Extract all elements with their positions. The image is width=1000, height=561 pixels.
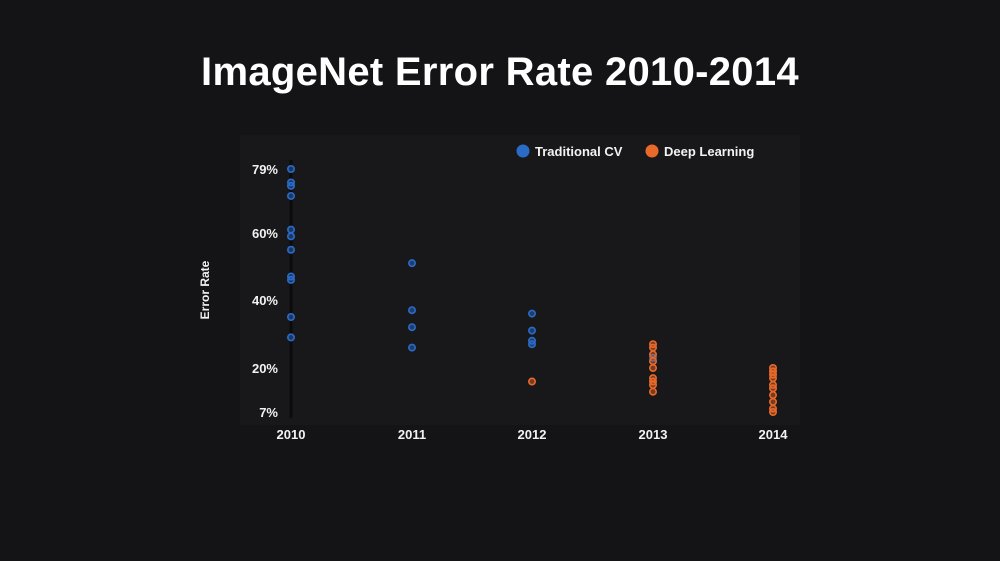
data-point-deep-learning	[768, 374, 777, 383]
data-point-traditional-cv	[527, 340, 536, 349]
data-point-traditional-cv	[286, 333, 295, 342]
legend-label-traditional-cv: Traditional CV	[535, 144, 623, 159]
data-point-deep-learning	[648, 387, 657, 396]
data-point-deep-learning	[648, 357, 657, 366]
y-tick-label: 40%	[252, 293, 278, 308]
data-points	[286, 165, 777, 416]
data-point-traditional-cv	[286, 181, 295, 190]
y-axis-label: Error Rate	[198, 260, 212, 319]
y-tick-label: 20%	[252, 361, 278, 376]
data-point-deep-learning	[768, 391, 777, 400]
data-point-traditional-cv	[286, 312, 295, 321]
data-point-deep-learning	[527, 377, 536, 386]
data-point-deep-learning	[648, 350, 657, 359]
y-axis-ticks: 79% 60% 40% 20% 7%	[252, 162, 278, 420]
data-point-traditional-cv	[286, 245, 295, 254]
data-point-traditional-cv	[527, 309, 536, 318]
data-point-traditional-cv	[407, 343, 416, 352]
data-point-deep-learning	[768, 397, 777, 406]
legend-marker-traditional-cv	[516, 144, 530, 158]
chart-title: ImageNet Error Rate 2010-2014	[201, 50, 799, 94]
x-tick-label: 2014	[759, 427, 789, 442]
y-tick-label: 60%	[252, 226, 278, 241]
plot-background	[240, 135, 800, 425]
data-point-traditional-cv	[407, 323, 416, 332]
x-tick-label: 2013	[639, 427, 668, 442]
x-axis-ticks: 2010 2011 2012 2013 2014	[277, 427, 789, 442]
x-tick-label: 2012	[518, 427, 547, 442]
y-tick-label: 7%	[259, 405, 278, 420]
data-point-deep-learning	[768, 407, 777, 416]
data-point-deep-learning	[768, 384, 777, 393]
legend-label-deep-learning: Deep Learning	[664, 144, 754, 159]
data-point-deep-learning	[648, 363, 657, 372]
data-point-traditional-cv	[286, 232, 295, 241]
data-point-deep-learning	[648, 343, 657, 352]
data-point-traditional-cv	[286, 275, 295, 284]
legend: Traditional CV Deep Learning	[516, 144, 754, 159]
data-point-traditional-cv	[286, 225, 295, 234]
y-tick-label: 79%	[252, 162, 278, 177]
x-tick-label: 2011	[398, 427, 426, 442]
data-point-deep-learning	[648, 380, 657, 389]
legend-marker-deep-learning	[645, 144, 659, 158]
data-point-traditional-cv	[407, 259, 416, 268]
data-point-traditional-cv	[407, 306, 416, 315]
data-point-traditional-cv	[527, 326, 536, 335]
x-tick-label: 2010	[277, 427, 306, 442]
data-point-traditional-cv	[286, 191, 295, 200]
data-point-traditional-cv	[286, 165, 295, 174]
